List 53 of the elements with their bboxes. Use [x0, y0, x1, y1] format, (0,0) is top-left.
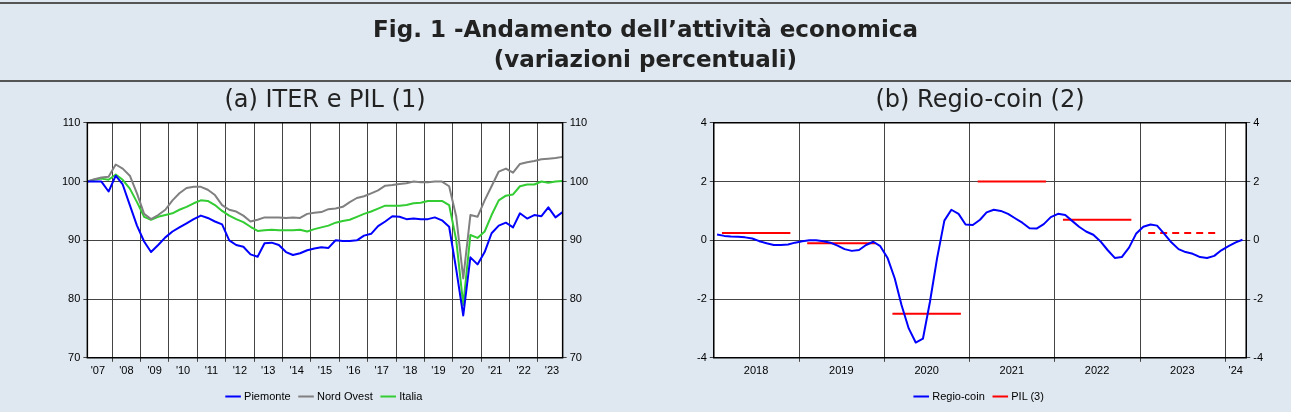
y-tick-label: 70 — [68, 350, 81, 363]
y-tick-label: -4 — [697, 350, 707, 363]
y2-tick-label: 0 — [1253, 233, 1260, 246]
x-tick-label: 2022 — [1084, 364, 1110, 377]
x-tick-label: '18 — [402, 364, 418, 377]
chart-title: (a) ITER e PIL (1) — [224, 84, 426, 113]
x-tick-label: 2023 — [1170, 364, 1195, 377]
y2-tick-label: 2 — [1253, 174, 1260, 187]
y2-tick-label: -4 — [1253, 350, 1263, 363]
caption: Fig. 1 -Andamento dell’attività economica — [372, 15, 919, 44]
text: (variazioni percentuali) — [492, 45, 799, 74]
legend-label: Nord Ovest — [317, 389, 373, 402]
x-tick-label: '10 — [175, 364, 191, 377]
y-tick-label: 2 — [700, 174, 707, 187]
x-tick-label: 2020 — [914, 364, 939, 377]
y-tick-label: -2 — [697, 292, 707, 305]
x-tick-label: '15 — [317, 364, 333, 377]
x-tick-label: '20 — [459, 364, 475, 377]
x-tick-label: '11 — [204, 364, 219, 377]
y-tick-label: 4 — [700, 115, 707, 128]
y2-tick-label: 110 — [569, 115, 588, 128]
y2-tick-label: 100 — [569, 174, 589, 187]
y-tick-label: 110 — [62, 115, 81, 128]
y-tick-label: 80 — [68, 292, 81, 305]
x-tick-label: '09 — [147, 364, 162, 377]
x-tick-label: '21 — [488, 364, 503, 377]
x-tick-label: '16 — [346, 364, 361, 377]
y-tick-label: 100 — [61, 174, 81, 187]
x-tick-label: '12 — [232, 364, 248, 377]
y2-tick-label: 70 — [569, 350, 582, 363]
y-tick-label: 90 — [68, 233, 81, 246]
x-tick-label: '13 — [261, 364, 276, 377]
x-tick-label: '22 — [516, 364, 531, 377]
legend-label: Italia — [399, 389, 424, 402]
x-tick-label: '24 — [1228, 364, 1243, 377]
x-tick-label: 2018 — [743, 364, 769, 377]
x-tick-label: '23 — [544, 364, 560, 377]
y-tick-label: 0 — [700, 233, 707, 246]
y2-tick-label: 4 — [1253, 115, 1260, 128]
legend-label: Piemonte — [244, 389, 291, 402]
legend-label: Regio-coin — [932, 389, 985, 402]
y2-tick-label: 80 — [569, 292, 582, 305]
x-tick-label: '19 — [431, 364, 446, 377]
y2-tick-label: -2 — [1253, 292, 1263, 305]
x-tick-label: '07 — [90, 364, 106, 377]
x-tick-label: '14 — [289, 364, 304, 377]
x-tick-label: '08 — [119, 364, 134, 377]
x-tick-label: 2021 — [999, 364, 1025, 377]
chart-title: (b) Regio-coin (2) — [875, 84, 1085, 113]
legend-label: PIL (3) — [1011, 389, 1044, 402]
x-tick-label: 2019 — [829, 364, 854, 377]
x-tick-label: '17 — [374, 364, 389, 377]
y2-tick-label: 90 — [569, 233, 582, 246]
